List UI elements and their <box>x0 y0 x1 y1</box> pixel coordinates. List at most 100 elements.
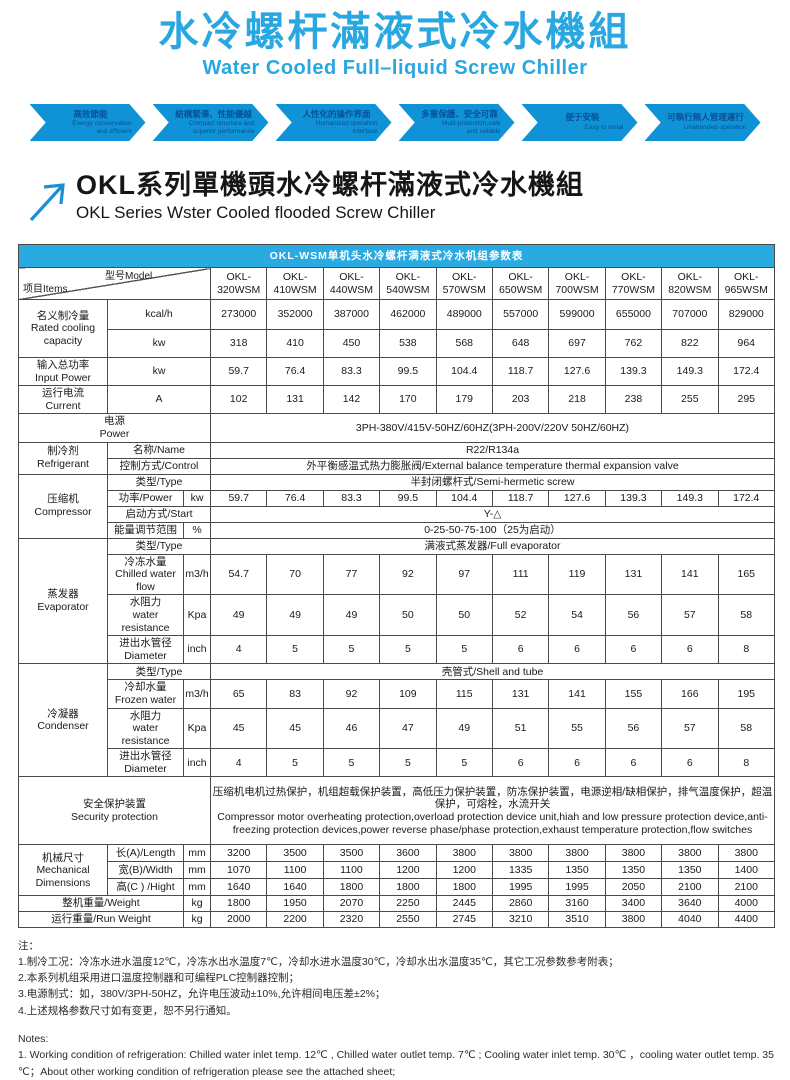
row-category: 运行电流 Current <box>18 385 108 415</box>
row-unit: Kpa <box>183 594 211 637</box>
cell-value: 273000 <box>209 299 268 330</box>
cell-value: 822 <box>661 329 719 358</box>
row-label: 进出水管径 Diameter <box>107 635 184 665</box>
row-label: 名称/Name <box>107 441 211 459</box>
row-unit: mm <box>183 844 211 863</box>
cell-value: 50 <box>435 594 493 637</box>
cell-value: 3800 <box>491 844 550 863</box>
feature-banner-5: 便于安裝 Easy to instal <box>521 104 638 141</box>
up-right-arrow-icon <box>28 177 68 228</box>
cell-value: 3200 <box>209 844 268 863</box>
cell-value: 47 <box>379 707 437 750</box>
cell-value: 238 <box>604 385 663 415</box>
notes-section: 注： 1.制冷工况：冷冻水进水温度12℃，冷冻水出水温度7℃，冷却水进水温度30… <box>18 938 776 1080</box>
cell-value: 5 <box>322 748 381 778</box>
cell-value: 76.4 <box>266 356 324 387</box>
cell-value: 155 <box>604 679 663 709</box>
row-unit: % <box>183 521 211 539</box>
cell-value: 2200 <box>266 911 324 928</box>
notes-en-title: Notes: <box>18 1032 49 1045</box>
banner-label-cn: 結構緊湊、性能優越 <box>175 108 252 119</box>
cell-value: 49 <box>435 707 493 750</box>
row-label: 高(C ) /Hight <box>107 878 184 897</box>
cell-value: 707000 <box>661 299 719 330</box>
cell-value: 1800 <box>322 878 381 897</box>
cell-value: 318 <box>209 329 268 358</box>
cell-value: 3210 <box>491 911 550 928</box>
row-label: 安全保护装置 Security protection <box>18 776 211 846</box>
notes-cn-title: 注： <box>18 939 39 952</box>
cell-value: 648 <box>491 329 550 358</box>
cell-value: 104.4 <box>435 489 493 507</box>
cell-value: 195 <box>717 679 776 709</box>
row-category: 压缩机 Compressor <box>18 473 108 539</box>
cell-value: 57 <box>661 594 719 637</box>
cell-value: 56 <box>604 594 663 637</box>
cell-value: 1995 <box>491 878 550 897</box>
cell-value: 1400 <box>717 861 776 880</box>
row-category: 名义制冷量 Rated cooling capacity <box>18 299 108 358</box>
banner-label-cn: 便于安裝 <box>565 112 600 123</box>
row-value: Y-△ <box>210 505 775 523</box>
page-subtitle: Water Cooled Full–liquid Screw Chiller <box>202 57 588 79</box>
cell-value: 2250 <box>379 895 437 913</box>
cell-value: 149.3 <box>661 356 719 387</box>
cell-value: 3600 <box>379 844 437 863</box>
cell-value: 1350 <box>661 861 719 880</box>
cell-value: 2070 <box>322 895 381 913</box>
row-label: kw <box>107 329 211 358</box>
cell-value: 1640 <box>266 878 324 897</box>
cell-value: 218 <box>548 385 606 415</box>
cell-value: 762 <box>604 329 663 358</box>
row-label: 功率/Power <box>107 489 184 507</box>
cell-value: 295 <box>717 385 776 415</box>
cell-value: 170 <box>379 385 437 415</box>
cell-value: 92 <box>379 553 437 596</box>
cell-value: 99.5 <box>379 356 437 387</box>
cell-value: 6 <box>661 635 719 665</box>
section-titles: OKL系列單機頭水冷螺杆滿液式冷水機組 OKL Series Wster Coo… <box>76 170 584 223</box>
cell-value: 1800 <box>209 895 268 913</box>
feature-banner-3: 人性化的操作界面 Humanized operation interface <box>275 104 392 141</box>
row-unit: m3/h <box>183 679 211 709</box>
cell-value: 65 <box>209 679 268 709</box>
model-header: OKL- 440WSM <box>322 267 381 300</box>
cell-value: 127.6 <box>548 489 606 507</box>
note-line: ℃；About other working condition of refri… <box>18 1065 396 1078</box>
cell-value: 52 <box>491 594 550 637</box>
cell-value: 2550 <box>379 911 437 928</box>
cell-value: 1995 <box>548 878 606 897</box>
cell-value: 2100 <box>661 878 719 897</box>
corner-items-label: 项目Items <box>23 284 68 295</box>
cell-value: 59.7 <box>209 489 268 507</box>
cell-value: 1800 <box>435 878 493 897</box>
cell-value: 83.3 <box>322 356 381 387</box>
cell-value: 6 <box>661 748 719 778</box>
row-label: 类型/Type <box>107 473 211 491</box>
cell-value: 3510 <box>548 911 606 928</box>
note-line: 3.电源制式：如，380V/3PH-50HZ，允许电压波动±10%,允许相间电压… <box>18 988 386 1001</box>
cell-value: 5 <box>266 748 324 778</box>
banner-label-en: Easy to instal <box>584 124 624 132</box>
cell-value: 3800 <box>717 844 776 863</box>
cell-value: 1100 <box>322 861 381 880</box>
cell-value: 203 <box>491 385 550 415</box>
cell-value: 3500 <box>266 844 324 863</box>
cell-value: 131 <box>266 385 324 415</box>
cell-value: 104.4 <box>435 356 493 387</box>
cell-value: 1100 <box>266 861 324 880</box>
cell-value: 55 <box>548 707 606 750</box>
corner-cell: 型号Model 项目Items <box>18 267 211 300</box>
cell-value: 6 <box>491 635 550 665</box>
row-category: 机械尺寸 Mechanical Dimensions <box>18 844 108 897</box>
cell-value: 2050 <box>604 878 663 897</box>
cell-value: 8 <box>717 748 776 778</box>
cell-value: 172.4 <box>717 356 776 387</box>
cell-value: 1200 <box>435 861 493 880</box>
cell-value: 3800 <box>604 911 663 928</box>
model-header: OKL- 570WSM <box>435 267 493 300</box>
row-label: 水阻力 water resistance <box>107 594 184 637</box>
cell-value: 58 <box>717 707 776 750</box>
cell-value: 83.3 <box>322 489 381 507</box>
row-category: 输入总功率 Input Power <box>18 356 108 387</box>
